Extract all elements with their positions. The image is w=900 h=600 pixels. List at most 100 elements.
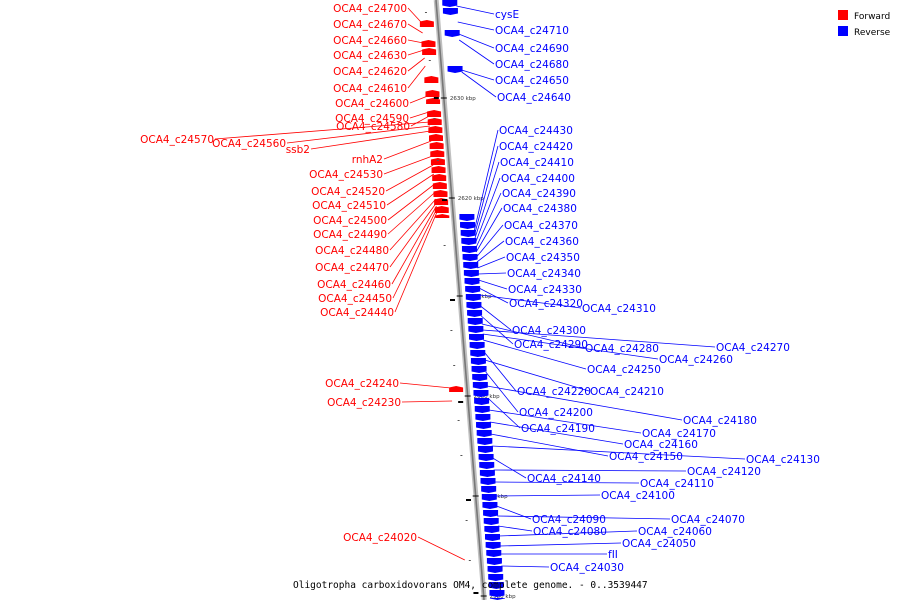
reverse-gene-block (483, 510, 499, 517)
track-marker (466, 499, 471, 501)
reverse-gene-label: OCA4_c24310 (582, 303, 656, 315)
reverse-gene-label: OCA4_c24350 (506, 252, 580, 264)
reverse-gene-block (442, 0, 458, 7)
reverse-leader-line (483, 351, 517, 392)
track-dot (433, 118, 436, 119)
reverse-leader-line (487, 397, 521, 429)
forward-leader-line (387, 183, 435, 221)
forward-leader-line (417, 536, 465, 561)
reverse-gene-block (462, 254, 478, 261)
reverse-gene-block (465, 294, 481, 301)
forward-gene-label: OCA4_c24440 (320, 307, 394, 319)
reverse-leader-line (493, 469, 687, 472)
reverse-gene-label: OCA4_c24680 (495, 59, 569, 71)
reverse-gene-block (485, 534, 500, 541)
reverse-gene-block (471, 366, 487, 373)
track-marker (450, 299, 455, 301)
forward-leader-line (286, 125, 431, 144)
reverse-leader-line (491, 445, 746, 460)
forward-gene-block (426, 98, 441, 104)
reverse-leader-line (492, 457, 527, 479)
forward-gene-block (432, 174, 447, 181)
legend-forward-label: Forward (854, 12, 890, 22)
reverse-gene-label: OCA4_c24430 (499, 125, 573, 137)
reverse-gene-block (467, 318, 483, 325)
axis-tick-label: 2600 kbp (474, 394, 500, 400)
forward-gene-block (421, 40, 436, 47)
reverse-leader-line (484, 359, 590, 392)
reverse-gene-label: OCA4_c24330 (508, 284, 582, 296)
reverse-gene-label: OCA4_c24160 (624, 439, 698, 451)
forward-gene-label: OCA4_c24470 (315, 262, 389, 274)
reverse-gene-label: OCA4_c24320 (509, 298, 583, 310)
reverse-gene-label: OCA4_c24090 (532, 514, 606, 526)
forward-gene-label: rnhA2 (352, 154, 383, 166)
reverse-gene-label: OCA4_c24370 (504, 220, 578, 232)
forward-leader-line (409, 95, 428, 104)
gene-track (419, 0, 505, 600)
reverse-gene-block (463, 262, 479, 269)
reverse-gene-block (461, 246, 477, 253)
reverse-leader-line (488, 409, 642, 434)
reverse-gene-block (477, 438, 493, 445)
reverse-gene-block (486, 550, 502, 557)
reverse-gene-block (489, 590, 505, 597)
reverse-gene-block (479, 462, 495, 469)
forward-leader-line (389, 202, 437, 268)
forward-leader-line (407, 57, 425, 72)
forward-gene-label: OCA4_c24500 (313, 215, 387, 227)
track-dot (468, 560, 471, 561)
reverse-gene-block (469, 342, 485, 349)
reverse-leader-line (486, 385, 683, 421)
forward-gene-label: OCA4_c24020 (343, 532, 417, 544)
reverse-gene-label: OCA4_c24690 (495, 43, 569, 55)
forward-gene-block (429, 142, 444, 149)
reverse-leader-line (481, 323, 585, 349)
reverse-gene-block (476, 430, 492, 437)
gene-labels: OCA4_c24700 OCA4_c24670 OCA4_c24660 OCA4_c2… (140, 3, 820, 574)
reverse-gene-label: OCA4_c24140 (527, 473, 601, 485)
forward-leader-line (385, 164, 434, 192)
axis-tick-label: 2620 kbp (458, 196, 484, 202)
forward-gene-label: ssb2 (286, 144, 310, 156)
reverse-leader-line (481, 315, 514, 345)
axis-tick-label: 2580 kbp (490, 594, 516, 600)
forward-leader-line (394, 211, 438, 313)
forward-gene-label: OCA4_c24460 (317, 279, 391, 291)
reverse-gene-label: cysE (495, 9, 519, 21)
reverse-leader-line (474, 129, 499, 231)
reverse-gene-block (467, 310, 483, 317)
reverse-gene-label: OCA4_c24270 (716, 342, 790, 354)
reverse-gene-block (444, 30, 460, 37)
reverse-leader-line (458, 39, 495, 65)
forward-leader-line (407, 7, 423, 24)
reverse-leader-line (485, 371, 519, 413)
forward-gene-label: OCA4_c24530 (309, 169, 383, 181)
reverse-leader-line (461, 71, 497, 98)
forward-gene-block (431, 166, 446, 173)
reverse-gene-label: OCA4_c24640 (497, 92, 571, 104)
reverse-gene-block (483, 518, 499, 525)
forward-gene-label: OCA4_c24700 (333, 3, 407, 15)
reverse-gene-label: OCA4_c24280 (585, 343, 659, 355)
forward-gene-label: OCA4_c24560 (212, 138, 286, 150)
reverse-leader-line (494, 481, 640, 484)
forward-gene-label: OCA4_c24240 (325, 378, 399, 390)
reverse-leader-line (496, 505, 532, 520)
label-leader-lines (214, 5, 746, 568)
reverse-gene-label: OCA4_c24420 (499, 141, 573, 153)
forward-leader-line (389, 198, 437, 251)
reverse-gene-block (487, 566, 503, 573)
reverse-gene-label: OCA4_c24300 (512, 325, 586, 337)
forward-leader-line (407, 23, 423, 34)
reverse-leader-line (495, 494, 601, 497)
forward-gene-block (430, 150, 445, 157)
reverse-leader-line (475, 192, 502, 249)
reverse-gene-label: OCA4_c24110 (640, 478, 714, 490)
forward-gene-block (434, 206, 449, 213)
reverse-leader-line (476, 240, 505, 263)
forward-gene-label: OCA4_c24480 (315, 245, 389, 257)
forward-gene-label: OCA4_c24630 (333, 50, 407, 62)
reverse-leader-line (501, 565, 550, 568)
track-dot (436, 160, 439, 161)
